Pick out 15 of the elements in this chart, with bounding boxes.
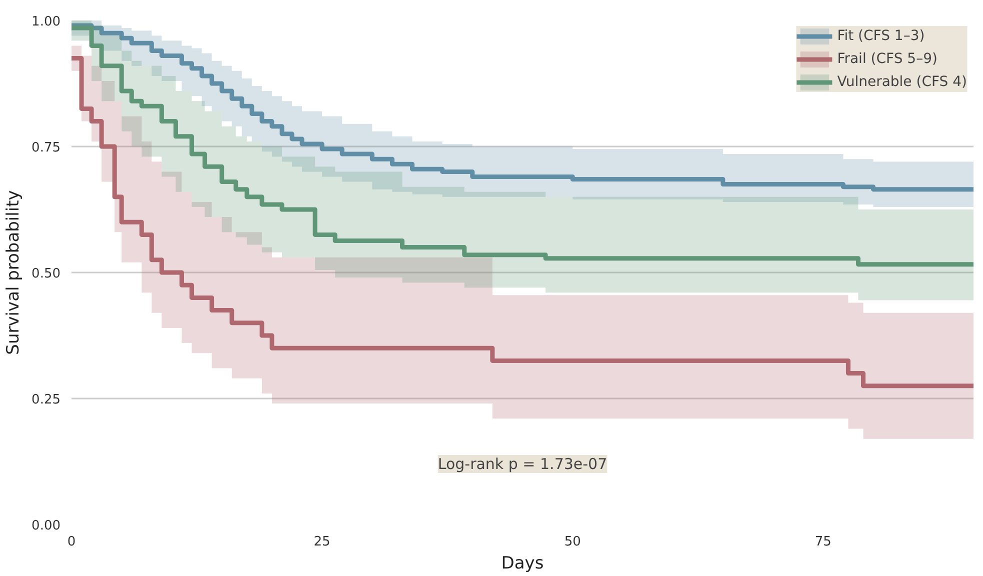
y-tick-label: 0.25 xyxy=(32,392,61,408)
y-tick-label: 0.00 xyxy=(32,518,61,534)
x-tick-label: 25 xyxy=(314,534,330,550)
y-tick-label: 0.75 xyxy=(32,140,61,156)
legend-label: Frail (CFS 5–9) xyxy=(837,51,938,67)
x-axis-title: Days xyxy=(501,554,544,574)
x-tick-label: 50 xyxy=(564,534,581,550)
legend-label: Vulnerable (CFS 4) xyxy=(837,74,967,90)
y-axis-title: Survival probability xyxy=(4,190,24,355)
annotation: Log-rank p = 1.73e-07 xyxy=(438,455,608,474)
y-tick-label: 0.50 xyxy=(32,266,61,282)
y-tick-label: 1.00 xyxy=(32,14,61,30)
x-tick-label: 0 xyxy=(67,534,76,550)
x-tick-label: 75 xyxy=(814,534,832,550)
legend-label: Fit (CFS 1–3) xyxy=(837,28,925,44)
